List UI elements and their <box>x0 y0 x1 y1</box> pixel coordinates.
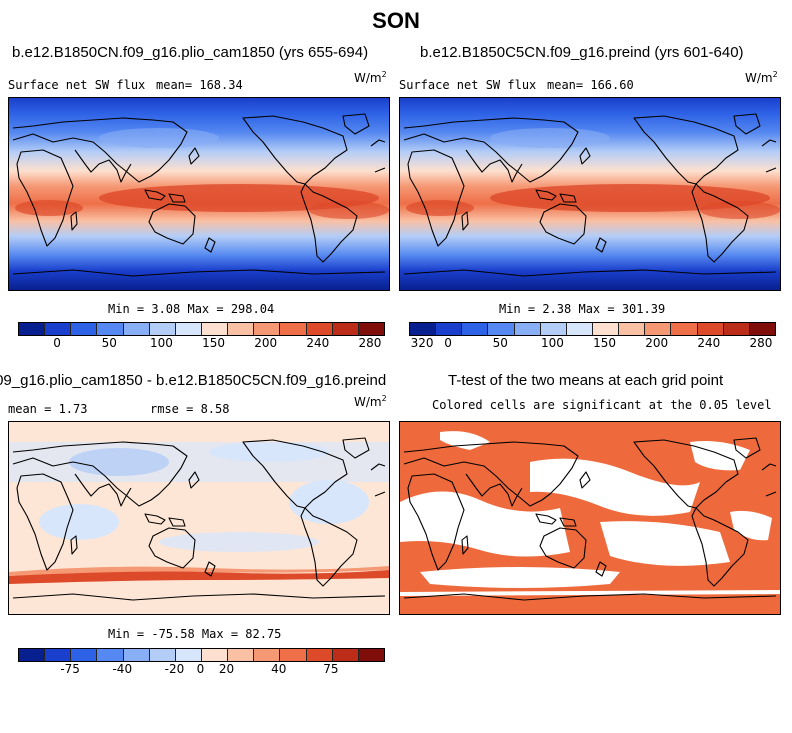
colorbar-swatch <box>280 323 307 335</box>
colorbar-tick-label: 20 <box>218 662 235 676</box>
panel-bl-map <box>8 421 390 615</box>
panel-tl-title: b.e12.B1850CN.f09_g16.plio_cam1850 (yrs … <box>12 44 369 61</box>
colorbar-swatch <box>462 323 489 335</box>
colorbar-tick-label: -75 <box>60 662 80 676</box>
panel-bl-stats: Min = -75.58 Max = 82.75 <box>108 627 282 641</box>
colorbar-swatch <box>592 323 620 335</box>
panel-tr-mean: mean= 166.60 <box>547 78 634 92</box>
colorbar-swatch <box>410 323 437 335</box>
panel-tl-mean: mean= 168.34 <box>156 78 243 92</box>
colorbar-swatch <box>71 323 98 335</box>
colorbar-swatch <box>619 323 646 335</box>
colorbar-tick-label: -40 <box>112 662 133 676</box>
colorbar-swatch <box>97 323 124 335</box>
colorbar-swatch <box>723 323 750 335</box>
colorbar-tr <box>409 322 776 336</box>
panel-br-title: T-test of the two means at each grid poi… <box>448 372 724 389</box>
colorbar-tick-label: 0 <box>53 336 61 350</box>
panel-bl-title: b.e12.B1850CN.f09_g16.plio_cam1850 - b.e… <box>0 372 387 389</box>
panel-bl-unit: W/m2 <box>354 394 387 409</box>
colorbar-swatch <box>749 323 775 335</box>
colorbar-swatch <box>254 323 281 335</box>
colorbar-swatch <box>228 649 255 661</box>
colorbar-tick-label: -20 <box>164 662 185 676</box>
colorbar-swatch <box>149 323 176 335</box>
colorbar-tick-label: 200 <box>254 336 278 350</box>
panel-tr-field-label: Surface net SW flux <box>399 78 537 92</box>
colorbar-tick-label: 75 <box>323 662 339 676</box>
colorbar-swatch <box>332 649 359 661</box>
colorbar-tick-label: 50 <box>492 336 508 350</box>
colorbar-bl <box>18 648 385 662</box>
colorbar-swatch <box>645 323 672 335</box>
colorbar-swatch <box>514 323 541 335</box>
colorbar-swatch <box>697 323 724 335</box>
colorbar-swatch <box>332 323 359 335</box>
colorbar-swatch <box>358 649 384 661</box>
colorbar-swatch <box>540 323 567 335</box>
colorbar-tick-label: 320 <box>410 336 434 350</box>
colorbar-swatch <box>123 323 150 335</box>
panel-bl-mean: mean = 1.73 <box>8 402 88 416</box>
colorbar-tl <box>18 322 385 336</box>
colorbar-swatch <box>19 649 46 661</box>
colorbar-swatch <box>45 649 72 661</box>
colorbar-swatch <box>358 323 384 335</box>
colorbar-swatch <box>201 649 229 661</box>
colorbar-swatch <box>175 323 202 335</box>
colorbar-swatch <box>671 323 698 335</box>
colorbar-tick-label: 150 <box>593 336 616 350</box>
colorbar-tick-label: 200 <box>645 336 669 350</box>
main-title: SON <box>372 8 420 33</box>
colorbar-tick-label: 0 <box>444 336 452 350</box>
colorbar-swatch <box>175 649 202 661</box>
colorbar-swatch <box>436 323 463 335</box>
colorbar-tick-label: 280 <box>749 336 773 350</box>
colorbar-swatch <box>123 649 150 661</box>
colorbar-tr-ticks: 0 50 100 150 200 240 280 320 <box>409 336 774 352</box>
colorbar-tick-label: 150 <box>202 336 225 350</box>
colorbar-swatch <box>71 649 98 661</box>
colorbar-tick-label: 0 <box>196 662 205 676</box>
colorbar-tick-label: 100 <box>540 336 564 350</box>
colorbar-tl-ticks: 0 50 100 150 200 240 280 320 <box>18 336 433 352</box>
panel-tr-unit: W/m2 <box>745 70 778 85</box>
colorbar-swatch <box>280 649 307 661</box>
colorbar-swatch <box>254 649 281 661</box>
panel-tl-map <box>8 97 390 291</box>
colorbar-swatch <box>306 323 333 335</box>
colorbar-swatch <box>228 323 255 335</box>
panel-tl-field-label: Surface net SW flux <box>8 78 146 92</box>
colorbar-swatch <box>97 649 124 661</box>
colorbar-tick-label: 40 <box>271 662 287 676</box>
colorbar-swatch <box>201 323 229 335</box>
colorbar-tick-label: 240 <box>697 336 721 350</box>
colorbar-tick-label: 100 <box>149 336 173 350</box>
panel-tl-stats: Min = 3.08 Max = 298.04 <box>108 302 275 316</box>
colorbar-swatch <box>488 323 515 335</box>
panel-tr-stats: Min = 2.38 Max = 301.39 <box>499 302 666 316</box>
colorbar-tick-label: 50 <box>101 336 117 350</box>
panel-tr-title: b.e12.B1850C5CN.f09_g16.preind (yrs 601-… <box>420 44 744 61</box>
colorbar-swatch <box>19 323 46 335</box>
panel-br-map <box>399 421 781 615</box>
colorbar-bl-ticks: -75 -40 -20 0 20 40 75 <box>18 662 383 678</box>
colorbar-swatch <box>566 323 593 335</box>
colorbar-swatch <box>306 649 333 661</box>
colorbar-tick-label: 240 <box>306 336 330 350</box>
panel-bl-title-clip: b.e12.B1850CN.f09_g16.plio_cam1850 - b.e… <box>0 372 440 389</box>
colorbar-tick-label: 280 <box>358 336 382 350</box>
colorbar-swatch <box>149 649 176 661</box>
panel-tr-map <box>399 97 781 291</box>
panel-bl-rmse: rmse = 8.58 <box>150 402 230 416</box>
panel-tl-unit: W/m2 <box>354 70 387 85</box>
colorbar-swatch <box>45 323 72 335</box>
panel-br-subtitle: Colored cells are significant at the 0.0… <box>432 398 772 412</box>
